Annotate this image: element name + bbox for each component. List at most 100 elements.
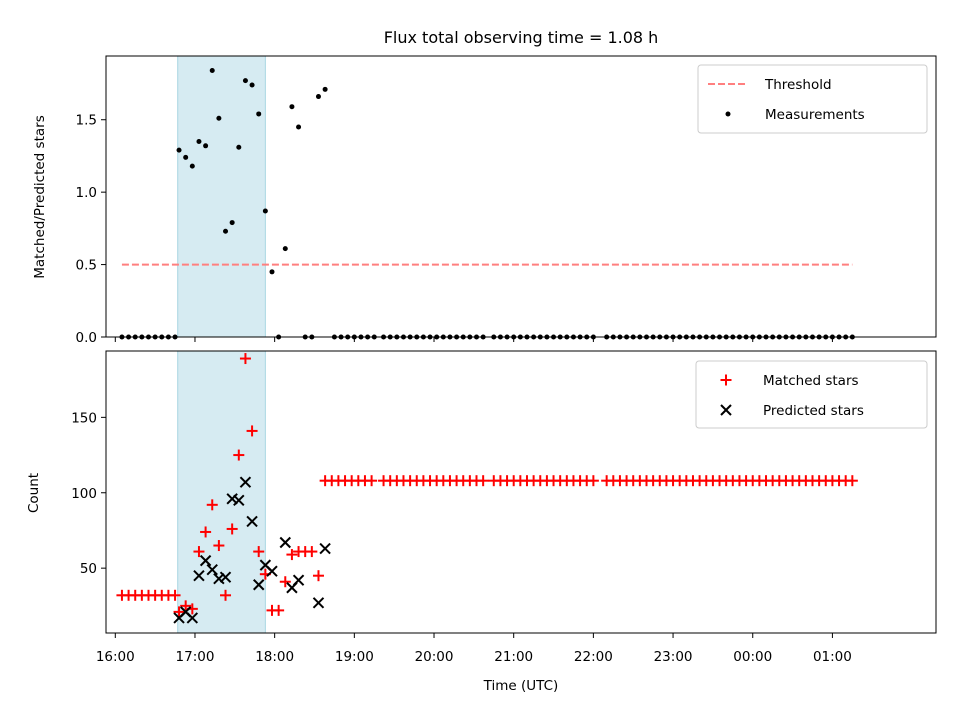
matched-star-point xyxy=(587,475,599,487)
measurement-point xyxy=(242,78,248,84)
measurement-point xyxy=(296,124,302,130)
bottom-y-tick-label: 150 xyxy=(71,410,97,426)
measurement-point xyxy=(262,208,268,214)
matched-star-point xyxy=(273,604,285,616)
matched-star-point xyxy=(306,546,318,558)
measurement-point xyxy=(203,143,209,149)
measurement-point xyxy=(236,144,242,150)
matched-star-point xyxy=(173,606,185,618)
measurement-point xyxy=(196,138,202,144)
measurement-point xyxy=(282,246,288,252)
x-tick-label: 23:00 xyxy=(654,649,693,665)
bottom-y-ticks: 50 100 150 xyxy=(71,410,106,577)
top-y-tick-label: 0.5 xyxy=(76,258,97,274)
measurement-point xyxy=(249,82,255,88)
predicted-star-point-b xyxy=(292,574,305,586)
predicted-star-point xyxy=(233,494,245,507)
top-y-ticks: 0.0 0.5 1.0 1.5 xyxy=(76,113,106,346)
top-y-axis-label: Matched/Predicted stars xyxy=(32,115,48,278)
x-tick-label: 18:00 xyxy=(255,649,294,665)
matched-star-point xyxy=(169,589,181,601)
predicted-star-point-b xyxy=(213,573,225,585)
legend-threshold-label: Threshold xyxy=(764,77,832,93)
predicted-star-point xyxy=(266,565,278,577)
bottom-legend: Matched stars Predicted stars xyxy=(695,360,928,429)
predicted-star-point-b xyxy=(312,597,325,609)
x-tick-label: 01:00 xyxy=(813,649,852,665)
predicted-star-point xyxy=(239,476,252,488)
predicted-star-point-b xyxy=(266,565,278,577)
legend-matched-swatch xyxy=(720,374,732,386)
predicted-star-point xyxy=(312,597,325,609)
x-tick-label: 17:00 xyxy=(176,649,215,665)
measurement-point xyxy=(176,147,182,153)
bottom-x-ticks: 16:00 17:00 18:00 19:00 20:00 21:00 22:00 23:00… xyxy=(96,633,852,665)
matched-star-point xyxy=(220,589,232,601)
predicted-star-point xyxy=(253,579,265,591)
bottom-shaded-span xyxy=(177,350,266,634)
legend-predicted-swatch xyxy=(720,404,732,416)
legend-x-mark-b xyxy=(720,404,732,416)
predicted-star-point xyxy=(246,515,258,528)
predicted-star-point-b xyxy=(186,612,199,624)
measurement-point xyxy=(322,86,328,92)
predicted-star-point-b xyxy=(233,494,245,507)
measurement-point xyxy=(269,269,275,275)
matched-star-point xyxy=(246,425,258,437)
x-tick-label: 00:00 xyxy=(733,649,772,665)
predicted-star-point xyxy=(292,574,305,586)
predicted-star-point-b xyxy=(226,493,238,505)
bottom-y-tick-label: 50 xyxy=(80,561,97,577)
x-tick-label: 19:00 xyxy=(335,649,374,665)
measurement-point xyxy=(216,115,222,121)
measurement-point xyxy=(315,94,321,100)
top-shaded-span xyxy=(177,55,266,338)
bottom-legend-box xyxy=(695,360,928,429)
measurement-point xyxy=(189,163,195,169)
measurement-point xyxy=(209,67,215,73)
legend-measurements-label: Measurements xyxy=(765,107,865,123)
matched-star-point xyxy=(233,449,245,461)
predicted-star-point-b xyxy=(193,569,205,582)
chart-title: Flux total observing time = 1.08 h xyxy=(384,28,659,47)
matched-star-point xyxy=(312,570,324,582)
predicted-star-point-b xyxy=(259,559,272,571)
legend-predicted-label: Predicted stars xyxy=(763,403,864,419)
top-plot: 0.0 0.5 1.0 1.5 Matched/Predicted stars Thr… xyxy=(32,55,937,346)
matched-star-point xyxy=(366,475,378,487)
predicted-star-point xyxy=(193,569,205,582)
predicted-star-point-b xyxy=(199,554,212,567)
legend-plus-mark xyxy=(720,374,732,386)
predicted-star-point xyxy=(226,493,238,505)
x-tick-label: 16:00 xyxy=(96,649,135,665)
predicted-star-point-b xyxy=(253,579,265,591)
bottom-plot-frame xyxy=(105,350,937,634)
predicted-star-point xyxy=(279,536,291,549)
bottom-y-tick-label: 100 xyxy=(71,486,97,502)
matched-star-point xyxy=(213,540,225,552)
matched-star-point xyxy=(200,526,212,538)
predicted-star-point xyxy=(213,573,225,585)
matched-star-point xyxy=(226,523,238,535)
predicted-stars-series xyxy=(173,476,331,624)
matched-star-point xyxy=(206,499,218,511)
predicted-star-point xyxy=(219,571,232,583)
matched-star-point xyxy=(477,475,489,487)
x-axis-label: Time (UTC) xyxy=(483,678,559,694)
x-tick-label: 20:00 xyxy=(415,649,454,665)
measurement-point xyxy=(229,220,235,226)
matched-star-point xyxy=(279,576,291,588)
predicted-star-point-b xyxy=(279,536,291,549)
legend-x-mark xyxy=(720,404,732,416)
top-plot-frame xyxy=(105,55,937,338)
top-y-tick-label: 1.5 xyxy=(76,113,97,129)
top-legend-box xyxy=(697,64,928,134)
measurement-point xyxy=(223,228,229,234)
legend-measurements-swatch xyxy=(725,111,731,117)
predicted-star-point-b xyxy=(206,563,218,576)
predicted-star-point xyxy=(186,612,199,624)
x-tick-label: 21:00 xyxy=(494,649,533,665)
predicted-star-point xyxy=(206,563,218,576)
x-tick-label: 22:00 xyxy=(574,649,613,665)
top-y-tick-label: 1.0 xyxy=(76,185,97,201)
